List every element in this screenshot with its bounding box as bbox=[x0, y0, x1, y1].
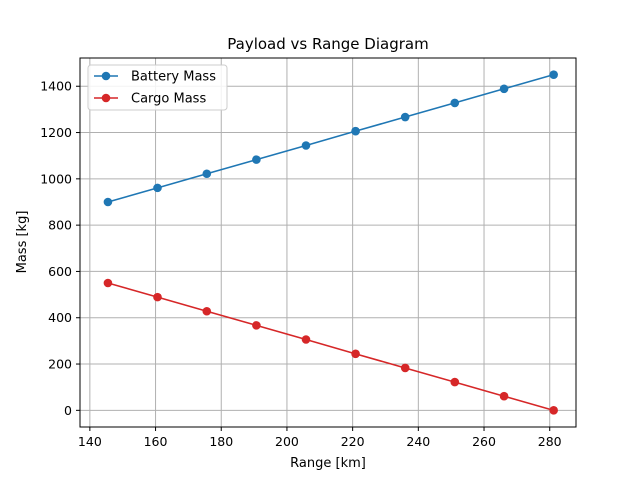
data-point-cargo-mass bbox=[153, 292, 162, 302]
data-point-battery-mass bbox=[202, 169, 212, 179]
legend-box bbox=[87, 64, 228, 111]
data-point-cargo-mass bbox=[252, 321, 261, 330]
y-axis-label: Mass [kg] bbox=[15, 211, 30, 274]
data-point-battery-mass bbox=[153, 183, 162, 193]
data-point-cargo-mass bbox=[103, 278, 113, 288]
y-tick-label: 1200 bbox=[40, 125, 72, 140]
series-battery-mass bbox=[103, 70, 558, 207]
y-tick-label: 1000 bbox=[40, 171, 72, 186]
chart-title: Payload vs Range Diagram bbox=[227, 35, 428, 53]
ticks: 140 160 180 200 220 240 260 280 0 200 400 600 800 100… bbox=[40, 79, 562, 449]
legend-marker-cargo-mass bbox=[101, 93, 111, 103]
data-point-battery-mass bbox=[400, 112, 410, 122]
y-tick-label: 1400 bbox=[40, 79, 72, 94]
y-tick-label: 0 bbox=[64, 403, 72, 418]
data-point-cargo-mass bbox=[351, 349, 360, 359]
legend-label-cargo-mass: Cargo Mass bbox=[131, 92, 206, 107]
x-axis-label: Range [km] bbox=[290, 456, 366, 471]
data-point-battery-mass bbox=[549, 70, 558, 79]
x-tick-label: 260 bbox=[472, 434, 496, 449]
data-point-cargo-mass bbox=[549, 406, 558, 415]
series-line-battery-mass bbox=[107, 73, 554, 203]
data-point-battery-mass bbox=[499, 84, 509, 94]
data-point-battery-mass bbox=[103, 197, 113, 207]
data-point-battery-mass bbox=[351, 126, 360, 136]
legend: Battery Mass Cargo Mass bbox=[87, 64, 228, 111]
data-point-cargo-mass bbox=[499, 391, 509, 401]
x-tick-label: 220 bbox=[341, 434, 365, 449]
y-tick-label: 200 bbox=[48, 357, 72, 372]
data-point-cargo-mass bbox=[400, 363, 410, 373]
legend-label-battery-mass: Battery Mass bbox=[131, 70, 216, 85]
series-cargo-mass bbox=[103, 278, 558, 415]
data-point-battery-mass bbox=[450, 98, 460, 108]
x-tick-label: 280 bbox=[538, 434, 562, 449]
data-point-cargo-mass bbox=[301, 335, 311, 344]
series-line-cargo-mass bbox=[107, 282, 554, 412]
data-point-battery-mass bbox=[301, 141, 311, 150]
x-tick-label: 200 bbox=[275, 434, 299, 449]
data-point-cargo-mass bbox=[202, 306, 212, 316]
series-layer bbox=[103, 70, 558, 415]
x-tick-label: 240 bbox=[406, 434, 430, 449]
y-tick-label: 600 bbox=[48, 264, 72, 279]
grid bbox=[80, 58, 576, 427]
x-tick-label: 160 bbox=[144, 434, 168, 449]
x-tick-label: 140 bbox=[78, 434, 102, 449]
data-point-battery-mass bbox=[252, 155, 261, 164]
y-tick-label: 800 bbox=[48, 218, 72, 233]
data-point-cargo-mass bbox=[450, 377, 460, 387]
y-tick-label: 400 bbox=[48, 310, 72, 325]
plot-frame bbox=[79, 57, 577, 428]
x-tick-label: 180 bbox=[209, 434, 233, 449]
legend-marker-battery-mass bbox=[101, 71, 111, 81]
